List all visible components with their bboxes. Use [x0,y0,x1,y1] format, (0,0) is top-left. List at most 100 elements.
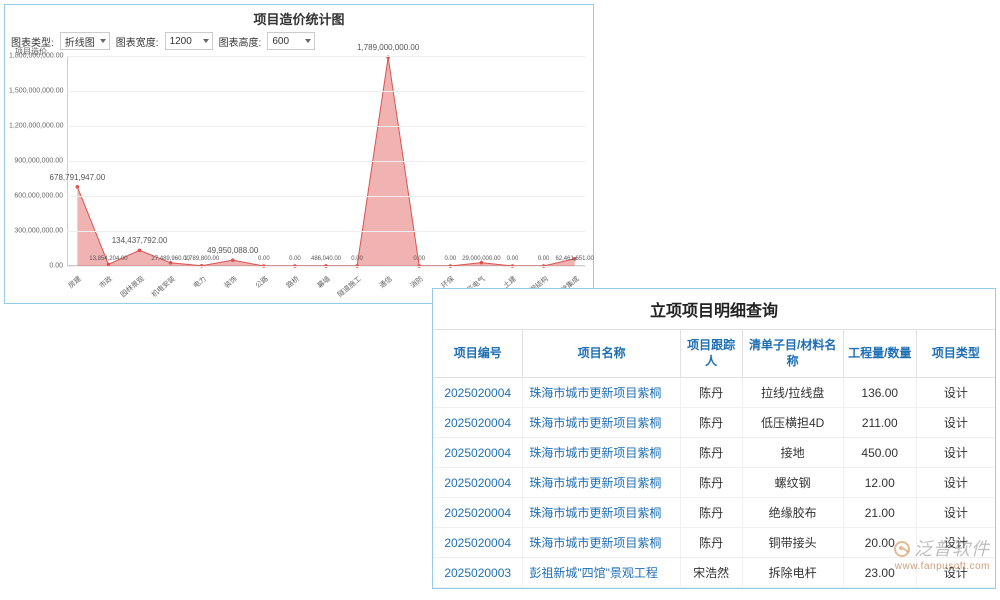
point-label: 29,000,000.00 [462,256,500,262]
table-header-cell[interactable]: 清单子目/材料名称 [742,330,843,378]
cell-project-id[interactable]: 2025020004 [433,498,523,528]
table-header-cell[interactable]: 项目名称 [523,330,680,378]
table-header-cell[interactable]: 项目跟踪人 [680,330,742,378]
cell-project-name[interactable]: 珠海市城市更新项目紫桐 [523,498,680,528]
plot-area: 项目造价 0.00300,000,000.00600,000,000.00900… [67,56,585,266]
x-tick-label: 公路 [253,274,270,291]
point-label: 1,789,800.00 [184,256,219,262]
chart-marker [76,185,80,189]
cell-project-name[interactable]: 珠海市城市更新项目紫桐 [523,528,680,558]
x-tick-label: 通信 [377,274,394,291]
chart-width-select[interactable]: 1200 [165,32,213,50]
chart-title: 项目造价统计图 [5,5,593,30]
table-row[interactable]: 2025020004珠海市城市更新项目紫桐陈丹铜带接头20.00设计 [433,528,995,558]
cell-tracker: 陈丹 [680,528,742,558]
cell-project-name[interactable]: 珠海市城市更新项目紫桐 [523,438,680,468]
chart-height-label: 图表高度: [219,34,262,49]
point-label: 0.00 [413,256,425,262]
cell-tracker: 陈丹 [680,408,742,438]
table-body: 2025020004珠海市城市更新项目紫桐陈丹拉线/拉线盘136.00设计202… [433,378,995,588]
point-label: 62,461,651.00 [555,256,593,262]
point-label: 1,789,000,000.00 [357,43,419,52]
y-tick-label: 900,000,000.00 [9,158,63,165]
y-tick-label: 1,500,000,000.00 [9,88,63,95]
cell-project-type: 设计 [916,498,995,528]
point-label: 49,950,088.00 [207,246,258,255]
x-tick-label: 隧道施工 [336,274,364,300]
table-header-row: 项目编号项目名称项目跟踪人清单子目/材料名称工程量/数量项目类型 [433,330,995,378]
x-tick-label: 电力 [191,274,208,291]
cell-tracker: 宋浩然 [680,558,742,588]
y-tick-label: 0.00 [9,263,63,270]
cell-project-type: 设计 [916,438,995,468]
chart-marker [231,258,235,262]
cell-project-name[interactable]: 珠海市城市更新项目紫桐 [523,468,680,498]
chart-height-select[interactable]: 600 [267,32,315,50]
cell-tracker: 陈丹 [680,498,742,528]
point-label: 486,040.00 [311,256,341,262]
cell-material: 拉线/拉线盘 [742,378,843,408]
cell-project-id[interactable]: 2025020004 [433,378,523,408]
cell-project-name[interactable]: 珠海市城市更新项目紫桐 [523,408,680,438]
cell-project-type: 设计 [916,378,995,408]
x-tick-label: 幕墙 [315,274,332,291]
cell-project-id[interactable]: 2025020003 [433,558,523,588]
grid-line [67,196,585,197]
cell-tracker: 陈丹 [680,468,742,498]
cell-quantity: 12.00 [843,468,916,498]
point-label: 134,437,792.00 [112,236,168,245]
cell-project-type: 设计 [916,468,995,498]
y-tick-label: 1,800,000,000.00 [9,53,63,60]
point-label: 0.00 [444,256,456,262]
chart-width-label: 图表宽度: [116,34,159,49]
grid-line [67,126,585,127]
x-tick-label: 机电安装 [149,274,177,300]
cell-project-id[interactable]: 2025020004 [433,528,523,558]
point-label: 0.00 [258,256,270,262]
cell-project-name[interactable]: 珠海市城市更新项目紫桐 [523,378,680,408]
chart-type-select[interactable]: 折线图 [60,32,110,50]
table-row[interactable]: 2025020004珠海市城市更新项目紫桐陈丹绝缘胶布21.00设计 [433,498,995,528]
table-header-cell[interactable]: 项目编号 [433,330,523,378]
cell-project-name[interactable]: 彭祖新城"四馆"景观工程 [523,558,680,588]
x-tick-label: 房建 [67,274,84,291]
x-tick-label: 市政 [98,274,115,291]
table-title: 立项项目明细查询 [433,289,995,330]
cell-project-type: 设计 [916,558,995,588]
table-header-cell[interactable]: 项目类型 [916,330,995,378]
cell-material: 接地 [742,438,843,468]
cell-project-id[interactable]: 2025020004 [433,408,523,438]
grid-line [67,161,585,162]
table-row[interactable]: 2025020004珠海市城市更新项目紫桐陈丹接地450.00设计 [433,438,995,468]
cell-quantity: 136.00 [843,378,916,408]
table-row[interactable]: 2025020003彭祖新城"四馆"景观工程宋浩然拆除电杆23.00设计 [433,558,995,588]
x-tick-label: 园林景观 [118,274,146,300]
cell-project-id[interactable]: 2025020004 [433,468,523,498]
table-header-cell[interactable]: 工程量/数量 [843,330,916,378]
cell-material: 拆除电杆 [742,558,843,588]
chart-controls: 图表类型: 折线图 图表宽度: 1200 图表高度: 600 [5,30,593,54]
grid-line [67,231,585,232]
y-tick-label: 600,000,000.00 [9,193,63,200]
table-row[interactable]: 2025020004珠海市城市更新项目紫桐陈丹螺纹钢12.00设计 [433,468,995,498]
cell-tracker: 陈丹 [680,378,742,408]
point-label: 0.00 [538,256,550,262]
x-tick-label: 装饰 [222,274,239,291]
grid-line [67,56,585,57]
cell-quantity: 20.00 [843,528,916,558]
cell-material: 低压横担4D [742,408,843,438]
point-label: 0.00 [507,256,519,262]
x-tick-label: 消防 [409,274,426,291]
x-tick-label: 路桥 [284,274,301,291]
point-label: 678,791,947.00 [50,173,106,182]
cell-project-type: 设计 [916,528,995,558]
table-row[interactable]: 2025020004珠海市城市更新项目紫桐陈丹拉线/拉线盘136.00设计 [433,378,995,408]
cell-project-id[interactable]: 2025020004 [433,438,523,468]
cell-material: 螺纹钢 [742,468,843,498]
grid-line [67,91,585,92]
y-tick-label: 300,000,000.00 [9,228,63,235]
cell-quantity: 450.00 [843,438,916,468]
table-row[interactable]: 2025020004珠海市城市更新项目紫桐陈丹低压横担4D211.00设计 [433,408,995,438]
chart-marker [138,249,142,253]
cell-tracker: 陈丹 [680,438,742,468]
